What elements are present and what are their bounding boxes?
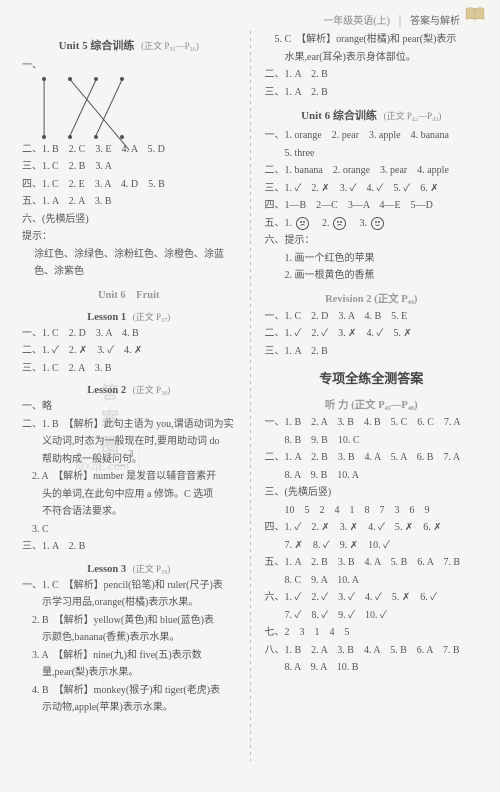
watermark-main: 答案圈 bbox=[101, 379, 129, 457]
ls-9: 五、1. A 2. B 3. B 4. A 5. B 6. A 7. B bbox=[265, 554, 479, 572]
u6z-7: 1. 画一个红色的苹果 bbox=[265, 250, 479, 268]
l2-7: 不符合语法要求。 bbox=[22, 503, 236, 521]
lesson1-ref: (正文 P₃₇) bbox=[133, 312, 171, 322]
column-divider bbox=[250, 31, 251, 761]
rev2-title: Revision 2 (正文 P₄₄) bbox=[265, 291, 479, 306]
u5-l3: 四、1. C 2. E 3. A 4. D 5. B bbox=[22, 176, 236, 194]
book-icon bbox=[464, 6, 486, 22]
l1-1: 一、1. C 2. D 3. A 4. B bbox=[22, 325, 236, 343]
ls-11: 六、1. ✓ 2. ✓ 3. ✓ 4. ✓ 5. ✗ 6. ✓ bbox=[265, 589, 479, 607]
ls-8: 7. ✗ 8. ✓ 9. ✗ 10. ✓ bbox=[265, 537, 479, 555]
u6z-1: 一、1. orange 2. pear 3. apple 4. banana bbox=[265, 127, 479, 145]
l3-6: 量,pear(梨)表示水果。 bbox=[22, 664, 236, 682]
page-header: 一年级英语(上) │ 答案与解析 bbox=[22, 12, 478, 27]
sad-face-icon-2 bbox=[333, 217, 346, 230]
sad-face-icon bbox=[296, 217, 309, 230]
ls-1: 一、1. B 2. A 3. B 4. B 5. C 6. C 7. A bbox=[265, 414, 479, 432]
header-sep: │ bbox=[396, 16, 403, 27]
rc-1: 5. C 【解析】orange(柑橘)和 pear(梨)表示 bbox=[265, 31, 479, 49]
ls-14: 八、1. B 2. A 3. B 4. A 5. B 6. A 7. B bbox=[265, 642, 479, 660]
l3-7: 4. B 【解析】monkey(猴子)和 tiger(老虎)表 bbox=[22, 682, 236, 700]
ls-4: 8. A 9. B 10. A bbox=[265, 467, 479, 485]
watermark-sub: MXqE.com bbox=[75, 461, 129, 473]
ls-3: 二、1. A 2. B 3. B 4. A 5. A 6. B 7. A bbox=[265, 449, 479, 467]
l2-8: 3. C bbox=[22, 521, 236, 539]
special-title: 专项全练全测答案 bbox=[265, 368, 479, 387]
u5-l5: 六、(先横后竖) bbox=[22, 211, 236, 229]
ls-6: 10 5 2 4 1 8 7 3 6 9 bbox=[265, 502, 479, 520]
faces-mid: 2. bbox=[312, 218, 330, 229]
l1-3: 三、1. C 2. A 3. B bbox=[22, 360, 236, 378]
ls-7: 四、1. ✓ 2. ✗ 3. ✗ 4. ✓ 5. ✗ 6. ✗ bbox=[265, 519, 479, 537]
lesson2-ref: (正文 P₃₈) bbox=[133, 385, 171, 395]
lesson3-title: Lesson 3 (正文 P₃₉) bbox=[22, 562, 236, 575]
ls-5: 三、(先横后竖) bbox=[265, 484, 479, 502]
ls-2: 8. B 9. B 10. C bbox=[265, 432, 479, 450]
faces-label: 五、1. bbox=[265, 218, 293, 229]
page-root: 一年级英语(上) │ 答案与解析 Unit 5 综合训练 (正文 P₃₅—P₃₆… bbox=[0, 0, 500, 792]
unit6-head: Unit 6 Fruit bbox=[22, 287, 236, 302]
unit5-q1-label: 一、 bbox=[22, 57, 236, 75]
matching-diagram bbox=[40, 77, 130, 139]
listen-title-text: 听 力 bbox=[325, 400, 349, 411]
l3-1: 一、1. C 【解析】pencil(铅笔)和 ruler(尺子)表 bbox=[22, 577, 236, 595]
unit5-title-text: Unit 5 综合训练 bbox=[59, 40, 135, 52]
faint-seal-right bbox=[63, 671, 103, 711]
rc-2: 水果,ear(耳朵)表示身体部位。 bbox=[265, 49, 479, 67]
columns: Unit 5 综合训练 (正文 P₃₅—P₃₆) 一、 二、1. B 2. C … bbox=[22, 31, 478, 761]
ls-12: 7. ✓ 8. ✓ 9. ✓ 10. ✓ bbox=[265, 607, 479, 625]
l3-3: 2. B 【解析】yellow(黄色)和 blue(蓝色)表 bbox=[22, 612, 236, 630]
u5-l2: 三、1. C 2. B 3. A bbox=[22, 158, 236, 176]
u6z-5: 四、1—B 2—C 3—A 4—E 5—D bbox=[265, 197, 479, 215]
ls-13: 七、2 3 1 4 5 bbox=[265, 624, 479, 642]
l3-4: 示颜色,banana(香蕉)表示水果。 bbox=[22, 629, 236, 647]
l3-5: 3. A 【解析】nine(九)和 five(五)表示数 bbox=[22, 647, 236, 665]
u5-l4: 五、1. A 2. A 3. B bbox=[22, 193, 236, 211]
unit6zh-title: Unit 6 综合训练 (正文 P₄₂—P₄₃) bbox=[265, 107, 479, 123]
unit5-ref: (正文 P₃₅—P₃₆) bbox=[141, 41, 199, 51]
happy-face-icon bbox=[371, 217, 384, 230]
u6z-faces: 五、1. 2. 3. bbox=[265, 215, 479, 233]
rev2-title-text: Revision 2 bbox=[325, 294, 371, 305]
u6z-4: 三、1. ✓ 2. ✗ 3. ✓ 4. ✓ 5. ✓ 6. ✗ bbox=[265, 180, 479, 198]
header-grade: 一年级英语(上) bbox=[323, 16, 390, 27]
l2-6: 头的单词,在此句中应用 a 修饰。C 选项 bbox=[22, 486, 236, 504]
l1-2: 二、1. ✓ 2. ✗ 3. ✓ 4. ✗ bbox=[22, 342, 236, 360]
unit6zh-title-text: Unit 6 综合训练 bbox=[301, 110, 377, 122]
u6z-3: 二、1. banana 2. orange 3. pear 4. apple bbox=[265, 162, 479, 180]
lesson3-ref: (正文 P₃₉) bbox=[133, 564, 171, 574]
l3-8: 示动物,apple(苹果)表示水果。 bbox=[22, 699, 236, 717]
lesson1-title-text: Lesson 1 bbox=[87, 312, 126, 323]
ls-10: 8. C 9. A 10. A bbox=[265, 572, 479, 590]
u6z-6: 六、提示： bbox=[265, 232, 479, 250]
u5-l7: 涂红色、涂绿色、涂粉红色、涂橙色、涂蓝 bbox=[22, 246, 236, 264]
listen-title: 听 力 (正文 P₄₅—P₄₈) bbox=[265, 397, 479, 412]
u5-l8: 色、涂紫色 bbox=[22, 263, 236, 281]
ls-15: 8. A 9. A 10. B bbox=[265, 659, 479, 677]
rc-4: 三、1. A 2. B bbox=[265, 84, 479, 102]
r2-3: 三、1. A 2. B bbox=[265, 343, 479, 361]
header-section: 答案与解析 bbox=[410, 16, 460, 27]
r2-1: 一、1. C 2. D 3. A 4. B 5. E bbox=[265, 308, 479, 326]
l3-2: 示学习用品,orange(柑橘)表示水果。 bbox=[22, 594, 236, 612]
lesson3-title-text: Lesson 3 bbox=[87, 564, 126, 575]
u6z-8: 2. 画一根黄色的香蕉 bbox=[265, 267, 479, 285]
rc-3: 二、1. A 2. B bbox=[265, 66, 479, 84]
faint-seal-left: 3 答案圈 MXqE.com bbox=[100, 438, 140, 478]
lesson1-title: Lesson 1 (正文 P₃₇) bbox=[22, 310, 236, 323]
u6z-2: 5. three bbox=[265, 145, 479, 163]
unit5-title: Unit 5 综合训练 (正文 P₃₅—P₃₆) bbox=[22, 37, 236, 53]
faces-mid2: 3. bbox=[350, 218, 368, 229]
rev2-ref: (正文 P₄₄) bbox=[374, 294, 417, 305]
right-column: 5. C 【解析】orange(柑橘)和 pear(梨)表示 水果,ear(耳朵… bbox=[265, 31, 479, 761]
l2-9: 三、1. A 2. B bbox=[22, 538, 236, 556]
r2-2: 二、1. ✓ 2. ✓ 3. ✗ 4. ✓ 5. ✗ bbox=[265, 325, 479, 343]
u5-l6: 提示： bbox=[22, 228, 236, 246]
listen-ref: (正文 P₄₅—P₄₈) bbox=[351, 400, 418, 411]
unit6zh-ref: (正文 P₄₂—P₄₃) bbox=[384, 111, 442, 121]
